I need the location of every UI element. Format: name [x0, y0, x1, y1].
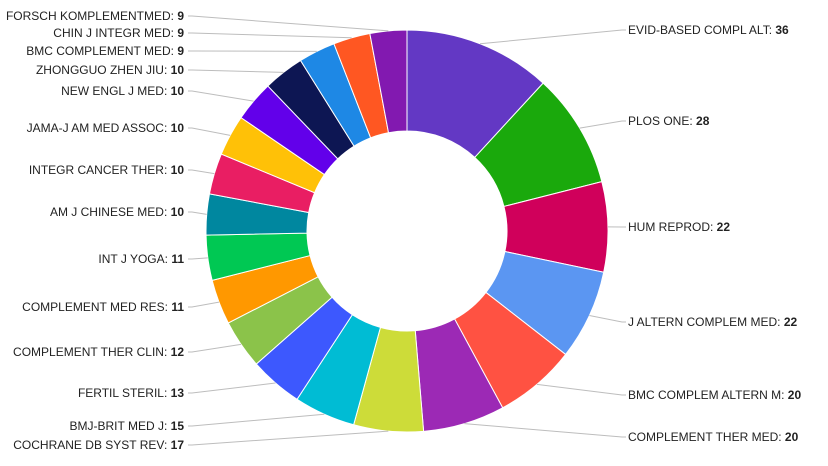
- leader-line-complement-med-res: [188, 301, 220, 308]
- data-label-value: 10: [171, 163, 185, 177]
- leader-line-plos-one: [579, 120, 626, 129]
- data-label-name: BMC COMPLEMENT MED:: [26, 44, 177, 58]
- data-label-name: PLOS ONE:: [628, 114, 696, 128]
- leader-line-evid-based-compl-alt: [480, 29, 626, 45]
- data-label-name: BMC COMPLEM ALTERN M:: [628, 388, 788, 402]
- data-label-name: INT J YOGA:: [98, 252, 171, 266]
- leader-line-bmj-brit-med-j: [188, 413, 325, 427]
- data-label-bmj-brit-med-j: BMJ-BRIT MED J: 15: [70, 419, 185, 433]
- slice-group: [205, 29, 609, 433]
- data-label-cochrane-db-syst-rev: COCHRANE DB SYST REV: 17: [13, 438, 184, 452]
- data-label-name: EVID-BASED COMPL ALT:: [628, 23, 775, 37]
- data-label-plos-one: PLOS ONE: 28: [628, 114, 710, 128]
- data-label-complement-ther-med: COMPLEMENT THER MED: 20: [628, 430, 799, 444]
- data-label-forsch-komplementmed: FORSCH KOMPLEMENTMED: 9: [6, 9, 184, 23]
- data-label-name: HUM REPROD:: [628, 220, 717, 234]
- data-label-am-j-chinese-med: AM J CHINESE MED: 10: [50, 205, 184, 219]
- data-label-value: 10: [171, 121, 185, 135]
- data-label-name: COCHRANE DB SYST REV:: [13, 438, 170, 452]
- data-label-zhongguo-zhen-jiu: ZHONGGUO ZHEN JIU: 10: [36, 63, 184, 77]
- leader-line-am-j-chinese-med: [188, 211, 207, 215]
- slice-forsch-komplementmed[interactable]: [369, 29, 408, 134]
- label-group: EVID-BASED COMPL ALT: 36 PLOS ONE: 28 HUM …: [6, 9, 802, 452]
- data-label-value: 17: [171, 438, 185, 452]
- data-label-fertil-steril: FERTIL STERIL: 13: [78, 386, 184, 400]
- leader-line-chin-j-integr-med: [188, 32, 352, 39]
- data-label-evid-based-compl-alt: EVID-BASED COMPL ALT: 36: [628, 23, 789, 37]
- data-label-value: 22: [717, 220, 731, 234]
- data-label-j-altern-complem-med: J ALTERN COMPLEM MED: 22: [628, 315, 797, 329]
- data-label-bmc-complem-altern-m: BMC COMPLEM ALTERN M: 20: [628, 388, 801, 402]
- data-label-name: AM J CHINESE MED:: [50, 205, 171, 219]
- data-label-value: 36: [775, 23, 789, 37]
- data-label-name: NEW ENGL J MED:: [61, 84, 171, 98]
- leader-line-complement-ther-med: [464, 423, 626, 438]
- data-label-name: J ALTERN COMPLEM MED:: [628, 315, 784, 329]
- data-label-name: CHIN J INTEGR MED:: [53, 26, 177, 40]
- data-label-value: 9: [177, 44, 184, 58]
- leader-line-bmc-complem-altern-m: [536, 383, 626, 396]
- data-label-value: 9: [177, 9, 184, 23]
- leader-line-zhongguo-zhen-jiu: [188, 69, 284, 73]
- data-label-new-engl-j-med: NEW ENGL J MED: 10: [61, 84, 184, 98]
- data-label-name: FORSCH KOMPLEMENTMED:: [6, 9, 177, 23]
- leader-line-integr-cancer-ther: [188, 169, 215, 175]
- leader-line-complement-ther-clin: [188, 343, 242, 353]
- data-label-complement-med-res: COMPLEMENT MED RES: 11: [22, 300, 184, 314]
- data-label-name: COMPLEMENT MED RES:: [22, 300, 171, 314]
- leader-line-new-engl-j-med: [188, 90, 254, 102]
- data-label-name: JAMA-J AM MED ASSOC:: [27, 121, 171, 135]
- leader-line-int-j-yoga: [188, 257, 208, 260]
- leader-line-fertil-steril: [188, 382, 276, 394]
- data-label-value: 20: [785, 430, 799, 444]
- leader-line-j-altern-complem-med: [589, 315, 626, 323]
- data-label-value: 13: [171, 386, 185, 400]
- leader-line-cochrane-db-syst-rev: [188, 430, 389, 446]
- data-label-bmc-complement-med: BMC COMPLEMENT MED: 9: [26, 44, 184, 58]
- data-label-jama-j-am-med-assoc: JAMA-J AM MED ASSOC: 10: [27, 121, 185, 135]
- data-label-complement-ther-clin: COMPLEMENT THER CLIN: 12: [13, 345, 184, 359]
- data-label-name: COMPLEMENT THER CLIN:: [13, 345, 171, 359]
- data-label-value: 28: [696, 114, 710, 128]
- data-label-name: COMPLEMENT THER MED:: [628, 430, 785, 444]
- data-label-value: 11: [171, 252, 184, 266]
- data-label-integr-cancer-ther: INTEGR CANCER THER: 10: [29, 163, 184, 177]
- data-label-name: BMJ-BRIT MED J:: [70, 419, 171, 433]
- leader-line-forsch-komplementmed: [188, 15, 389, 32]
- data-label-name: ZHONGGUO ZHEN JIU:: [36, 63, 171, 77]
- data-label-value: 12: [171, 345, 185, 359]
- data-label-value: 20: [788, 388, 802, 402]
- leader-line-jama-j-am-med-assoc: [188, 127, 231, 136]
- data-label-value: 22: [784, 315, 798, 329]
- data-label-name: INTEGR CANCER THER:: [29, 163, 171, 177]
- data-label-value: 10: [171, 84, 185, 98]
- data-label-value: 10: [171, 205, 185, 219]
- leader-line-group: [188, 15, 626, 446]
- data-label-value: 11: [171, 300, 184, 314]
- data-label-chin-j-integr-med: CHIN J INTEGR MED: 9: [53, 26, 184, 40]
- data-label-value: 10: [171, 63, 185, 77]
- data-label-value: 15: [171, 419, 185, 433]
- data-label-name: FERTIL STERIL:: [78, 386, 171, 400]
- data-label-int-j-yoga: INT J YOGA: 11: [98, 252, 184, 266]
- data-label-hum-reprod: HUM REPROD: 22: [628, 220, 730, 234]
- data-label-value: 9: [177, 26, 184, 40]
